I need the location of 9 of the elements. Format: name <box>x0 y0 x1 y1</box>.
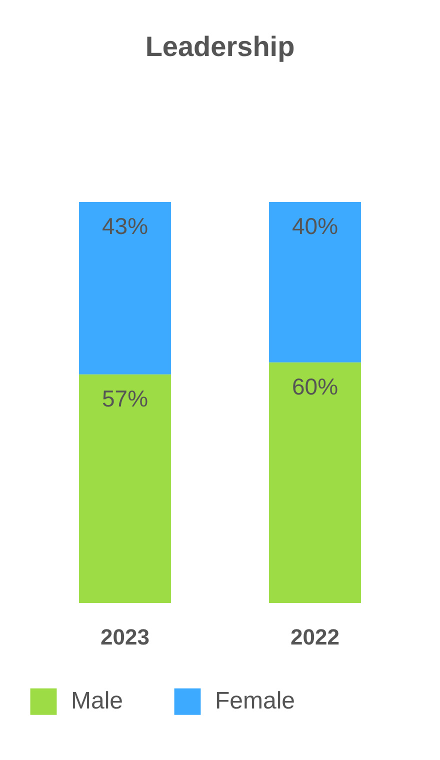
data-label: 40% <box>292 213 338 239</box>
x-tick-label: 2023 <box>100 624 150 650</box>
x-tick-label: 2022 <box>290 624 340 650</box>
data-label: 57% <box>102 385 148 412</box>
chart-title: Leadership <box>145 31 295 62</box>
data-label: 43% <box>102 213 148 239</box>
legend-label: Male <box>71 688 124 715</box>
legend-label: Female <box>215 688 296 715</box>
data-label: 60% <box>292 373 338 400</box>
